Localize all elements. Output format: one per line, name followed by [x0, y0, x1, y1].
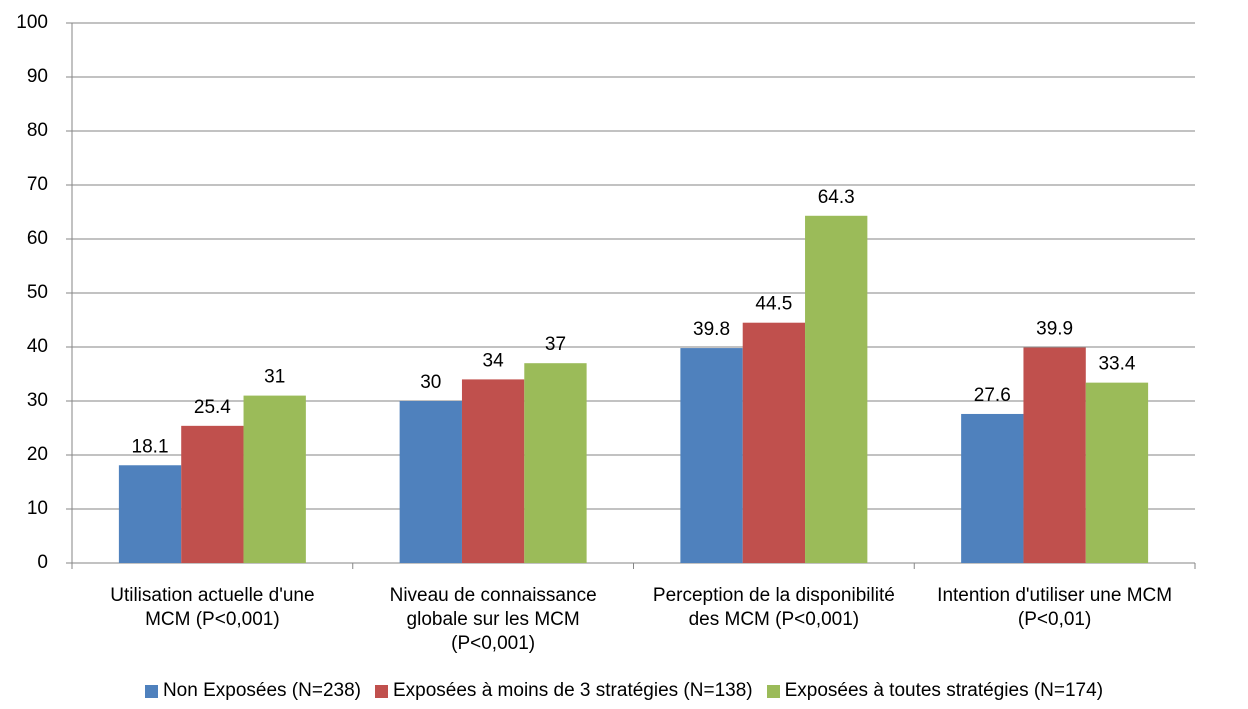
value-label: 33.4	[1098, 354, 1135, 375]
bar	[118, 465, 182, 563]
legend-item: Non Exposées (N=238)	[144, 680, 361, 702]
y-tick-label: 0	[37, 552, 48, 573]
legend-item: Exposées à moins de 3 stratégies (N=138)	[374, 680, 753, 702]
value-label: 18.1	[132, 436, 169, 457]
bar	[461, 379, 525, 563]
value-label: 31	[264, 367, 285, 388]
y-tick-label: 100	[16, 12, 48, 33]
legend-swatch	[144, 684, 158, 698]
bar	[243, 395, 306, 563]
y-tick-label: 50	[27, 282, 48, 303]
legend-item: Exposées à toutes stratégies (N=174)	[766, 680, 1104, 702]
bar	[805, 215, 868, 563]
value-label: 39.9	[1036, 319, 1073, 340]
y-tick-label: 70	[27, 174, 48, 195]
value-label: 39.8	[693, 319, 730, 340]
y-tick-label: 40	[27, 336, 48, 357]
value-label: 37	[545, 334, 566, 355]
y-tick-label: 60	[27, 228, 48, 249]
bar	[961, 413, 1024, 563]
legend-label: Non Exposées (N=238)	[162, 680, 361, 701]
y-tick-label: 90	[27, 66, 48, 87]
legend-swatch	[374, 684, 388, 698]
y-tick-label: 10	[27, 498, 48, 519]
x-tick-label: Perception de la disponibilité des MCM (…	[652, 585, 895, 630]
value-label: 25.4	[194, 397, 231, 418]
legend-label: Exposées à toutes stratégies (N=174)	[784, 680, 1104, 701]
legend-label: Exposées à moins de 3 stratégies (N=138)	[392, 680, 753, 701]
legend-swatch	[766, 684, 780, 698]
y-tick-label: 30	[27, 390, 48, 411]
value-label: 30	[420, 372, 441, 393]
value-label: 27.6	[974, 385, 1011, 406]
bar	[399, 401, 462, 563]
y-tick-label: 80	[27, 120, 48, 141]
x-tick-label: Intention d'utiliser une MCM (P<0,01)	[937, 585, 1173, 630]
legend: Non Exposées (N=238) Exposées à moins de …	[0, 680, 1248, 702]
bar	[742, 322, 806, 563]
bar	[1023, 347, 1086, 563]
bar	[1085, 382, 1149, 563]
value-label: 44.5	[755, 294, 792, 315]
y-tick-label: 20	[27, 444, 48, 465]
value-label: 34	[483, 350, 505, 371]
x-tick-label: Niveau de connaissance globale sur les M…	[389, 585, 597, 654]
bar	[181, 425, 244, 563]
bar	[524, 363, 587, 563]
x-tick-label: Utilisation actuelle d'une MCM (P<0,001)	[110, 585, 315, 630]
value-label: 64.3	[818, 187, 855, 208]
bar	[680, 348, 743, 563]
